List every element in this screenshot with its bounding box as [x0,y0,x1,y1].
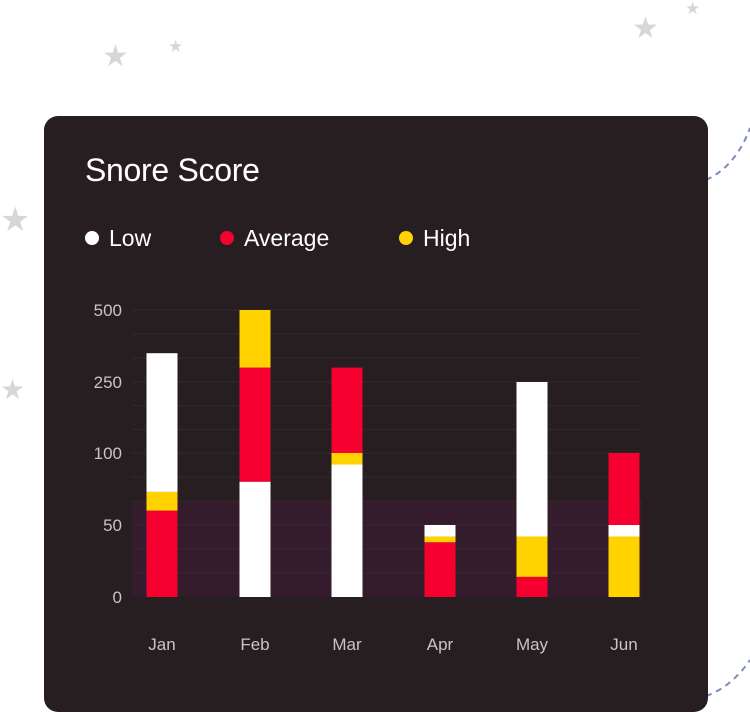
legend-dot-high [399,231,413,245]
bar-chart: 0 50 100 250 500 Jan Feb Mar Apr May Jun [94,301,642,654]
legend-item-average: Average [220,224,329,252]
x-tick-label: Feb [240,635,269,654]
chart-title: Snore Score [85,152,260,188]
legend-label-low: Low [109,224,152,251]
star-icon: ★ [102,40,129,73]
bar-apr-high [424,536,456,543]
star-icon: ★ [632,12,659,45]
bar-mar-high [331,453,363,465]
star-icon: ★ [685,0,701,18]
bar-apr-average [424,542,456,597]
bar-feb-average [239,367,271,482]
x-tick-label: Mar [332,635,362,654]
legend-label-average: Average [244,224,330,251]
bar-feb-high [239,310,271,368]
x-tick-label: May [516,635,549,654]
bar-jan-low [146,353,178,492]
bar-apr-low [424,525,456,537]
x-tick-label: Jun [610,635,637,654]
bar-feb-low [239,481,271,597]
bar-may-high [516,536,548,577]
star-icon: ★ [0,374,26,405]
bar-jan-average [146,510,178,597]
x-tick-label: Jan [148,635,175,654]
y-tick-label: 500 [94,301,122,320]
legend-item-high: High [399,224,470,252]
x-tick-label: Apr [427,635,454,654]
y-tick-label: 50 [103,516,122,535]
legend-label-high: High [423,224,471,251]
bar-mar-average [331,367,363,453]
bar-may-average [516,576,548,597]
bar-mar-low [331,464,363,597]
star-icon: ★ [0,201,31,239]
y-tick-label: 0 [113,588,122,607]
bar-jun-average [608,453,640,525]
bar-may-low [516,382,548,537]
star-icon: ★ [168,37,184,56]
legend-item-low: Low [85,224,151,252]
y-tick-label: 100 [94,444,122,463]
bar-jun-high [608,536,640,597]
legend-dot-low [85,231,99,245]
y-tick-label: 250 [94,373,122,392]
bar-jun-low [608,525,640,537]
bar-jan-high [146,491,178,511]
legend-dot-average [220,231,234,245]
snore-score-card: Snore Score Low Average High 0 50 100 250 50… [44,116,708,712]
